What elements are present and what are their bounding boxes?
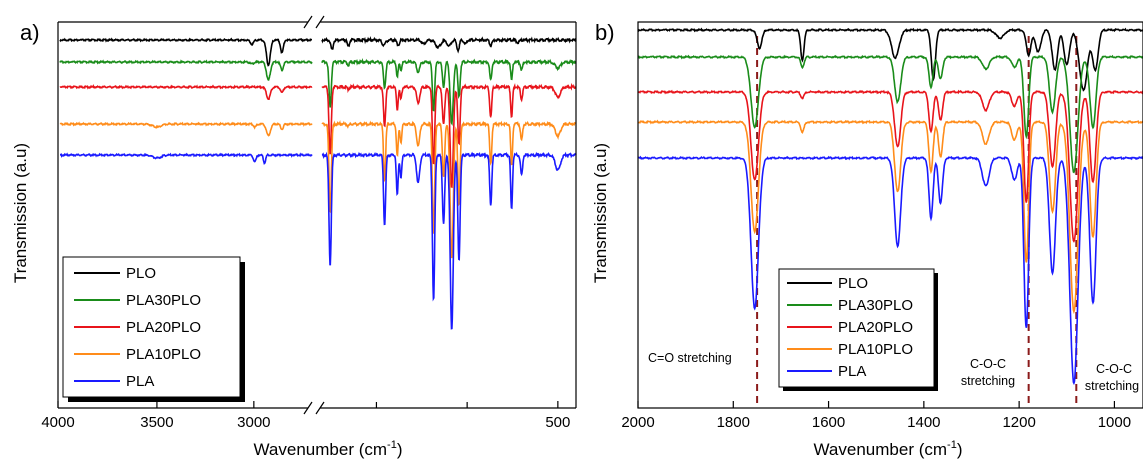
panel-a-y-axis-title: Transmission (a.u)	[11, 143, 30, 283]
panel-a-series-group	[59, 36, 577, 330]
panel-a-axis-break	[303, 15, 325, 415]
panel-b-series-pla30plo	[637, 54, 1143, 174]
panel-b-xtick-label-1000: 1000	[1098, 414, 1131, 431]
panel-b-legend-label-pla10plo: PLA10PLO	[838, 341, 913, 358]
panel-b-legend-label-pla20plo: PLA20PLO	[838, 319, 913, 336]
panel-b-xtick-label-2000: 2000	[621, 414, 654, 431]
panel-a-legend-label-pla20plo: PLA20PLO	[126, 319, 201, 336]
annotation-coc-2-line1: C-O-C	[1096, 362, 1132, 376]
panel-a: a) 4000 3500 3000 500 Wavenumber (cm-1) Tra…	[11, 15, 577, 459]
panel-a-series-pla30plo-seg1	[59, 59, 313, 81]
break-mark-top-2	[315, 15, 325, 29]
panel-b-xtick-label-1800: 1800	[717, 414, 750, 431]
panel-a-xtick-label-3000: 3000	[237, 414, 270, 431]
panel-b-x-ticks: 2000 1800 1600 1400 1200 1000	[621, 401, 1131, 431]
panel-b-legend: PLO PLA30PLO PLA20PLO PLA10PLO PLA	[778, 268, 938, 391]
panel-b-legend-label-pla: PLA	[838, 363, 866, 380]
panel-a-series-plo-seg2	[321, 36, 577, 54]
panel-a-legend: PLO PLA30PLO PLA20PLO PLA10PLO PLA	[62, 256, 245, 402]
panel-a-series-pla20plo-seg2	[321, 82, 577, 189]
annotation-coc-2-line2: stretching	[1085, 379, 1139, 393]
annotation-coc-1-line1: C-O-C	[970, 357, 1006, 371]
panel-a-xtick-label-500: 500	[545, 414, 570, 431]
panel-a-label: a)	[20, 20, 40, 45]
panel-a-legend-label-pla30plo: PLA30PLO	[126, 292, 201, 309]
panel-a-xtick-label-4000: 4000	[41, 414, 74, 431]
annotation-coc-1-line2: stretching	[961, 374, 1015, 388]
panel-b-y-axis-title: Transmission (a.u)	[591, 143, 610, 283]
panel-a-xtick-label-3500: 3500	[140, 414, 173, 431]
annotation-co-stretching: C=O stretching	[648, 351, 732, 365]
panel-a-frame	[57, 21, 577, 409]
panel-b-legend-label-plo: PLO	[838, 275, 868, 292]
panel-b-series-pla20plo	[637, 89, 1143, 243]
panel-a-x-axis-title: Wavenumber (cm-1)	[254, 439, 403, 459]
panel-a-x-ticks: 4000 3500 3000 500	[41, 401, 570, 431]
panel-a-series-plo-seg1	[59, 37, 312, 67]
panel-b-legend-label-pla30plo: PLA30PLO	[838, 297, 913, 314]
break-mark-bottom-2	[315, 401, 325, 415]
break-mark-top-1	[303, 15, 313, 29]
panel-a-legend-label-pla10plo: PLA10PLO	[126, 346, 201, 363]
panel-a-series-pla-seg2	[321, 151, 577, 330]
panel-a-series-pla10plo-seg1	[59, 121, 313, 137]
panel-b-xtick-label-1400: 1400	[907, 414, 940, 431]
panel-a-legend-label-plo: PLO	[126, 265, 156, 282]
panel-b-series-pla10plo	[637, 119, 1143, 315]
panel-b: b) 2000 1800 1600 1400 1200 1000 Wavenumber (…	[591, 20, 1143, 459]
panel-b-frame	[637, 21, 1143, 409]
panel-b-series-plo	[637, 27, 1143, 92]
panel-a-series-pla10plo-seg2	[321, 120, 577, 259]
panel-b-label: b)	[595, 20, 615, 45]
panel-b-legend-entries: PLO PLA30PLO PLA20PLO PLA10PLO PLA	[787, 275, 913, 380]
panel-a-series-pla30plo-seg2	[321, 58, 577, 126]
panel-b-xtick-label-1600: 1600	[812, 414, 845, 431]
panel-b-xtick-label-1200: 1200	[1002, 414, 1035, 431]
panel-a-legend-label-pla: PLA	[126, 373, 154, 390]
panel-b-annotations: C=O stretching C-O-C stretching C-O-C st…	[648, 351, 1139, 393]
panel-b-x-axis-title: Wavenumber (cm-1)	[814, 439, 963, 459]
panel-a-series-pla20plo-seg1	[59, 84, 313, 100]
break-mark-bottom-1	[303, 401, 313, 415]
panel-b-series-group	[637, 27, 1143, 386]
panel-a-series-pla-seg1	[59, 152, 313, 165]
panel-a-legend-entries: PLO PLA30PLO PLA20PLO PLA10PLO PLA	[74, 265, 201, 390]
panel-b-series-pla	[637, 155, 1143, 386]
